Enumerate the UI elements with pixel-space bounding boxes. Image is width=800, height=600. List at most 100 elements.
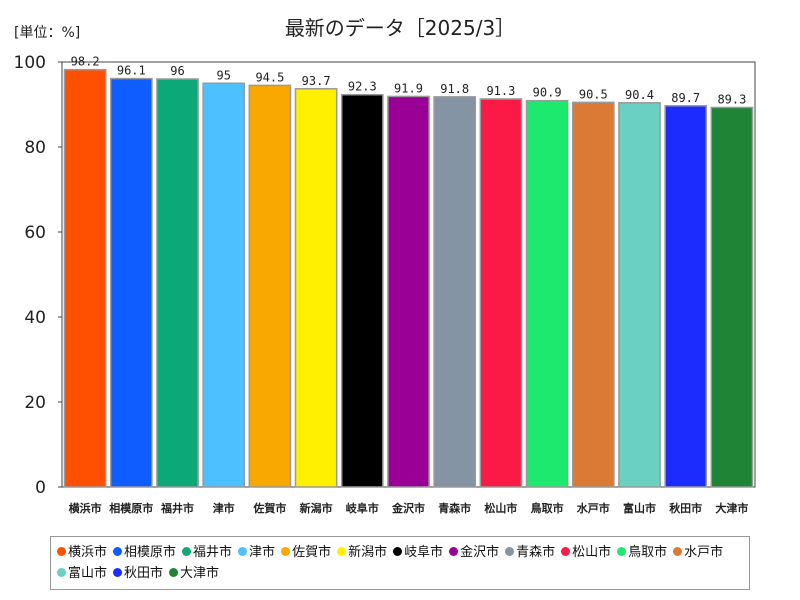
- data-label: 91.8: [440, 82, 469, 96]
- legend-item: 新潟市: [337, 542, 387, 563]
- legend-label: 水戸市: [684, 545, 724, 560]
- legend-label: 福井市: [193, 545, 233, 560]
- y-tick-label: 0: [35, 478, 46, 498]
- bar-9: [433, 96, 477, 488]
- legend-marker: [113, 568, 123, 577]
- legend-marker: [113, 547, 123, 556]
- bar-1: [63, 68, 107, 488]
- x-tick-label: 水戸市: [577, 501, 610, 515]
- data-label: 89.3: [717, 92, 746, 106]
- data-label: 93.7: [302, 74, 331, 88]
- legend-item: 秋田市: [113, 563, 163, 584]
- x-tick-label: 鳥取市: [531, 501, 564, 515]
- legend-marker: [238, 547, 248, 556]
- data-label: 89.7: [671, 91, 700, 105]
- bar-7: [340, 93, 384, 488]
- legend-marker: [57, 547, 66, 556]
- bar-12: [571, 101, 615, 488]
- legend-label: 金沢市: [460, 545, 500, 560]
- data-label: 92.3: [348, 80, 377, 94]
- data-label: 91.9: [394, 81, 423, 95]
- x-tick-label: 佐賀市: [252, 501, 286, 515]
- bar-6: [294, 88, 338, 488]
- x-tick-label: 富山市: [623, 501, 656, 515]
- x-tick-label: 金沢市: [391, 501, 425, 515]
- legend-label: 松山市: [572, 545, 612, 560]
- unit-label: [単位：%]: [14, 25, 81, 41]
- legend-label: 大津市: [180, 566, 220, 581]
- legend-item: 津市: [238, 542, 275, 563]
- legend-item: 大津市: [169, 563, 219, 584]
- y-tick-label: 100: [14, 53, 46, 73]
- x-tick-label: 福井市: [160, 501, 194, 515]
- x-tick-label: 大津市: [715, 501, 748, 515]
- legend-label: 岐阜市: [404, 545, 444, 560]
- bar-3: [156, 78, 199, 488]
- legend-label: 鳥取市: [628, 545, 668, 560]
- legend-item: 鳥取市: [617, 542, 667, 563]
- legend-label: 秋田市: [124, 566, 164, 581]
- data-label: 90.4: [625, 88, 654, 102]
- legend: 横浜市 相模原市 福井市 津市 佐賀市 新潟市 岐阜市 金沢市 青森市 松山市 鳥取市 水戸市富山市 秋…: [50, 536, 750, 590]
- data-label: 98.2: [71, 55, 100, 69]
- bar-2: [109, 77, 153, 488]
- legend-label: 佐賀市: [292, 545, 332, 560]
- legend-marker: [182, 547, 192, 556]
- legend-marker: [673, 547, 683, 556]
- y-tick-label: 80: [24, 138, 46, 158]
- legend-label: 相模原市: [124, 545, 177, 560]
- legend-item: 青森市: [505, 542, 555, 563]
- legend-marker: [617, 547, 627, 556]
- x-tick-label: 横浜市: [69, 501, 102, 515]
- legend-item: 水戸市: [673, 542, 723, 563]
- bar-5: [248, 84, 292, 488]
- bar-11: [525, 99, 569, 488]
- data-label: 91.3: [486, 84, 515, 98]
- legend-label: 青森市: [516, 545, 556, 560]
- chart-title: 最新のデータ［2025/3］: [284, 16, 516, 40]
- legend-marker: [281, 547, 291, 556]
- bar-13: [618, 102, 661, 488]
- bar-10: [479, 98, 523, 488]
- legend-label: 横浜市: [68, 545, 108, 560]
- y-tick-label: 20: [24, 393, 46, 413]
- y-tick-label: 40: [24, 308, 46, 328]
- data-label: 94.5: [255, 70, 284, 84]
- legend-label: 新潟市: [348, 545, 388, 560]
- legend-label: 富山市: [68, 566, 108, 581]
- legend-item: 金沢市: [449, 542, 499, 563]
- bar-8: [387, 95, 430, 488]
- legend-item: 相模原市: [113, 542, 176, 563]
- x-tick-label: 秋田市: [669, 501, 702, 515]
- legend-marker: [505, 547, 515, 556]
- legend-item: 松山市: [561, 542, 611, 563]
- data-label: 96.1: [117, 64, 146, 78]
- x-tick-label: 青森市: [438, 501, 471, 515]
- legend-marker: [57, 568, 66, 577]
- data-label: 95: [216, 68, 230, 82]
- legend-marker: [169, 568, 179, 577]
- bar-chart: 0 20 40 60 80 100 98.2 横浜市 96.1 相模原市 96 福井市 95 津市 94.5…: [14, 53, 756, 515]
- data-label: 90.9: [533, 86, 562, 100]
- bar-15: [710, 106, 754, 488]
- x-tick-label: 相模原市: [109, 501, 153, 515]
- legend-marker: [449, 547, 459, 556]
- legend-label: 津市: [249, 545, 276, 560]
- x-tick-label: 新潟市: [300, 501, 333, 515]
- legend-item: 佐賀市: [281, 542, 331, 563]
- legend-marker: [393, 547, 403, 556]
- x-tick-label: 松山市: [484, 501, 517, 515]
- legend-item: 岐阜市: [393, 542, 443, 563]
- legend-marker: [337, 547, 347, 556]
- data-label: 96: [170, 64, 184, 78]
- x-tick-label: 岐阜市: [346, 501, 379, 515]
- x-tick-label: 津市: [213, 501, 235, 515]
- legend-item: 富山市: [57, 563, 107, 584]
- bar-4: [202, 82, 246, 488]
- legend-item: 横浜市: [57, 542, 107, 563]
- legend-item: 福井市: [182, 542, 232, 563]
- legend-marker: [561, 547, 571, 556]
- y-tick-label: 60: [24, 223, 46, 243]
- data-label: 90.5: [579, 87, 608, 101]
- bar-14: [664, 105, 708, 488]
